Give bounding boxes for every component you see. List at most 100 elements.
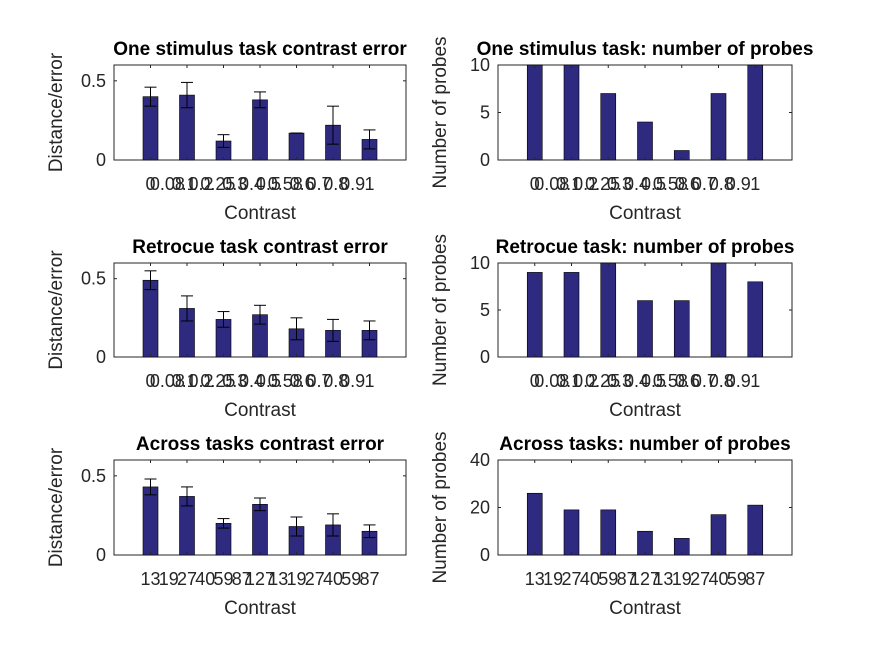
x-axis-label: Contrast bbox=[609, 400, 682, 421]
x-tick-label: 0.8 bbox=[709, 371, 734, 391]
x-tick-label: 0.1 bbox=[556, 371, 581, 391]
error-bar bbox=[254, 304, 266, 325]
x-tick-label: 59 bbox=[598, 569, 618, 589]
x-tick-label: 0 bbox=[145, 371, 155, 391]
panels: 00.500.080.10.20.250.30.40.50.580.60.70.… bbox=[46, 36, 813, 619]
bar bbox=[142, 486, 159, 556]
x-tick-label: 0.8 bbox=[323, 174, 348, 194]
x-tick-label: 0.7 bbox=[692, 174, 717, 194]
x-axis-label: Contrast bbox=[224, 203, 297, 224]
x-tick-label: 0.7 bbox=[306, 174, 331, 194]
y-tick-label: 20 bbox=[470, 498, 490, 518]
y-tick-label: 0 bbox=[96, 150, 106, 170]
x-tick-label: 127 bbox=[630, 569, 660, 589]
error-bar bbox=[217, 518, 230, 529]
bar bbox=[710, 262, 727, 358]
bar bbox=[747, 64, 764, 161]
bar bbox=[747, 504, 764, 556]
y-tick-label: 0 bbox=[480, 150, 490, 170]
x-tick-label: 0.4 bbox=[624, 174, 649, 194]
x-tick-label: 0.9 bbox=[340, 371, 365, 391]
chart-panel-3: 00.500.080.10.20.250.30.40.50.580.60.70.… bbox=[46, 237, 407, 421]
x-tick-label: 1 bbox=[364, 371, 374, 391]
x-tick-label: 87 bbox=[359, 569, 379, 589]
x-tick-label: 0.25 bbox=[585, 174, 620, 194]
x-axis-label: Contrast bbox=[224, 400, 297, 421]
y-tick-label: 10 bbox=[470, 253, 490, 273]
chart-title: One stimulus task: number of probes bbox=[477, 39, 814, 60]
bar bbox=[600, 93, 617, 161]
x-tick-label: 1 bbox=[750, 174, 760, 194]
x-tick-label: 0.3 bbox=[607, 174, 632, 194]
bar bbox=[637, 121, 653, 161]
y-tick-label: 0 bbox=[480, 545, 490, 565]
x-tick-label: 19 bbox=[543, 569, 563, 589]
x-tick-label: 40 bbox=[323, 569, 343, 589]
bar bbox=[637, 530, 653, 556]
y-axis-label: Number of probes bbox=[430, 36, 451, 188]
bar bbox=[252, 504, 268, 556]
bar bbox=[710, 93, 727, 161]
x-tick-label: 0.1 bbox=[172, 371, 197, 391]
bar bbox=[747, 281, 764, 358]
chart-title: Retrocue task contrast error bbox=[132, 237, 388, 258]
x-tick-label: 40 bbox=[708, 569, 728, 589]
error-bar bbox=[144, 478, 157, 496]
bar bbox=[600, 262, 617, 358]
bar bbox=[252, 99, 268, 161]
x-tick-label: 59 bbox=[213, 569, 233, 589]
x-tick-label: 0.2 bbox=[189, 371, 214, 391]
y-tick-label: 0.5 bbox=[81, 71, 106, 91]
y-axis-label: Distance/error bbox=[46, 447, 67, 567]
error-bar bbox=[181, 295, 193, 322]
chart-title: One stimulus task contrast error bbox=[113, 39, 407, 60]
x-tick-label: 0.9 bbox=[726, 371, 751, 391]
x-tick-label: 0.9 bbox=[340, 174, 365, 194]
x-tick-label: 1 bbox=[750, 371, 760, 391]
x-tick-label: 0.08 bbox=[534, 174, 569, 194]
chart-title: Across tasks: number of probes bbox=[499, 434, 790, 455]
x-tick-label: 0.6 bbox=[675, 174, 700, 194]
x-tick-label: 0.25 bbox=[200, 371, 235, 391]
x-tick-label: 13 bbox=[653, 569, 673, 589]
y-tick-label: 0 bbox=[480, 347, 490, 367]
x-tick-label: 27 bbox=[177, 569, 197, 589]
error-bar bbox=[327, 513, 339, 537]
x-tick-label: 27 bbox=[305, 569, 325, 589]
x-tick-label: 0.1 bbox=[556, 174, 581, 194]
error-bar bbox=[144, 86, 157, 107]
x-tick-label: 0.2 bbox=[189, 174, 214, 194]
x-tick-label: 59 bbox=[341, 569, 361, 589]
error-bar bbox=[327, 318, 339, 342]
x-tick-label: 127 bbox=[245, 569, 275, 589]
x-tick-label: 0.4 bbox=[239, 174, 264, 194]
y-tick-label: 10 bbox=[470, 55, 490, 75]
x-tick-label: 87 bbox=[232, 569, 252, 589]
error-bar bbox=[254, 91, 266, 109]
bar bbox=[637, 300, 653, 358]
error-bar bbox=[363, 524, 376, 539]
x-tick-label: 0.3 bbox=[222, 174, 247, 194]
error-bar bbox=[181, 81, 193, 109]
bar bbox=[710, 514, 727, 556]
x-tick-label: 0.2 bbox=[573, 174, 598, 194]
x-axis-label: Contrast bbox=[609, 598, 682, 619]
x-tick-label: 27 bbox=[561, 569, 581, 589]
x-tick-label: 0.2 bbox=[573, 371, 598, 391]
x-tick-label: 0.4 bbox=[624, 371, 649, 391]
x-tick-label: 0.5 bbox=[641, 174, 666, 194]
x-tick-label: 0.3 bbox=[222, 371, 247, 391]
x-tick-label: 0.6 bbox=[290, 371, 315, 391]
x-tick-label: 0.6 bbox=[675, 371, 700, 391]
bar bbox=[526, 64, 543, 161]
error-bar bbox=[290, 317, 303, 341]
x-tick-label: 40 bbox=[580, 569, 600, 589]
x-tick-label: 0.6 bbox=[290, 174, 315, 194]
bar bbox=[563, 509, 580, 556]
bar bbox=[563, 64, 580, 161]
x-tick-label: 0.58 bbox=[653, 371, 688, 391]
x-axis-label: Contrast bbox=[609, 203, 682, 224]
